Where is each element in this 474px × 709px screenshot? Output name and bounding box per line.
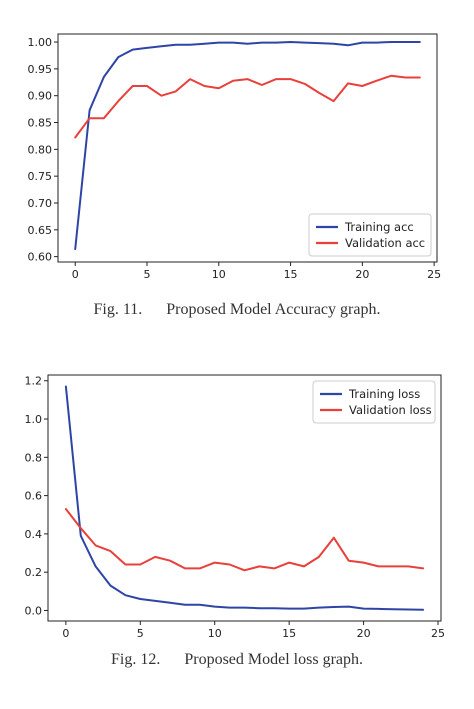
y-tick-label: 1.00 [28,36,53,49]
legend-label: Validation loss [349,403,432,417]
series-line-validation-loss [64,508,425,572]
y-tick-label: 0.2 [25,566,43,579]
y-tick-label: 0.90 [28,90,53,103]
series-line-training-loss [64,385,425,611]
y-tick-label: 0.60 [28,251,53,264]
x-tick-label: 10 [208,627,222,640]
legend: Training acc Validation acc [308,213,432,257]
y-tick-label: 0.8 [25,451,43,464]
accuracy-figure-caption: Fig. 11. Proposed Model Accuracy graph. [93,301,381,318]
x-tick-label: 5 [144,268,151,281]
y-tick-label: 0.95 [28,63,53,76]
legend-label: Training acc [344,220,414,234]
legend-box [308,213,432,257]
y-tick-label: 1.2 [25,375,43,388]
series-line-validation-acc [74,74,421,139]
y-tick-label: 1.0 [25,413,43,426]
y-tick-label: 0.85 [28,117,53,130]
y-tick-label: 0.4 [25,528,43,541]
legend: Training loss Validation loss [312,380,436,424]
y-tick-label: 0.80 [28,143,53,156]
y-tick-label: 0.65 [28,224,53,237]
accuracy-chart: 0.60 0.65 0.70 0.75 0.80 0.85 0.90 0.95 1.00 0 5 10… [28,33,441,281]
y-tick-label: 0.70 [28,197,53,210]
x-tick-label: 20 [355,268,369,281]
x-tick-label: 0 [72,268,79,281]
x-tick-label: 25 [427,268,441,281]
legend-box [312,380,436,424]
x-tick-label: 0 [62,627,69,640]
x-tick-label: 5 [137,627,144,640]
x-tick-label: 15 [284,268,298,281]
plot-frame [47,374,442,622]
x-tick-label: 25 [431,627,445,640]
page-footer-fragment [0,690,474,709]
y-tick-label: 0.75 [28,170,53,183]
loss-chart: 0.0 0.2 0.4 0.6 0.8 1.0 1.2 0 5 10 15 20 25 Training … [25,374,445,640]
plot-frame [57,33,438,263]
y-tick-label: 0.0 [25,604,43,617]
series-line-training-acc [74,41,421,251]
legend-label: Validation acc [345,236,425,250]
loss-figure-caption: Fig. 12. Proposed Model loss graph. [111,651,363,668]
x-tick-label: 20 [357,627,371,640]
legend-label: Training loss [348,387,420,401]
x-tick-label: 10 [212,268,226,281]
y-tick-label: 0.6 [25,490,43,503]
x-tick-label: 15 [282,627,296,640]
